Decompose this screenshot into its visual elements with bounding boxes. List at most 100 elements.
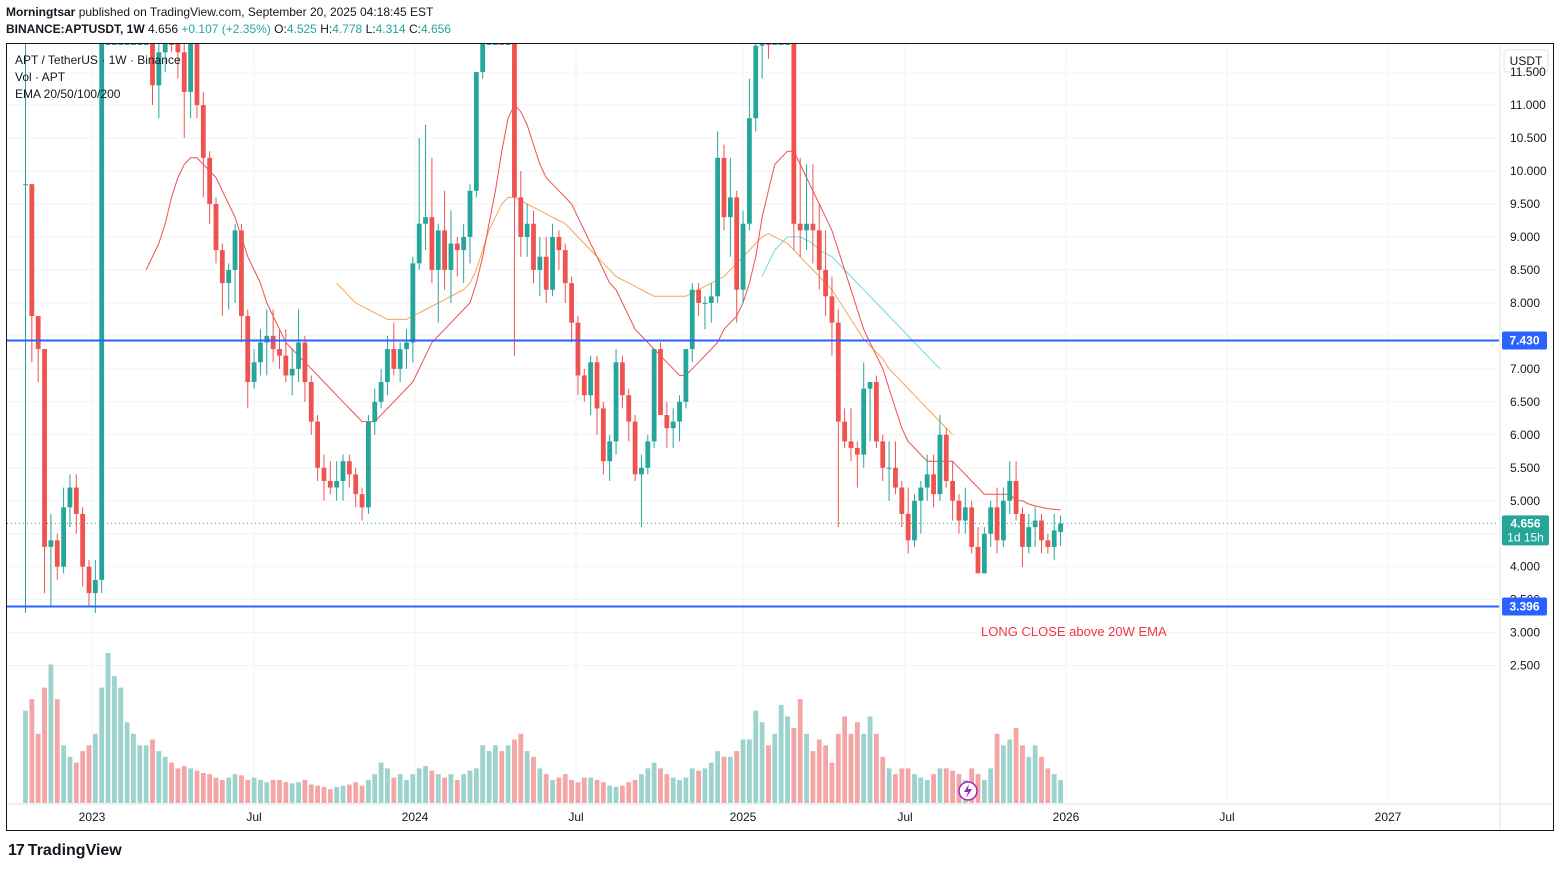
candle: [42, 349, 47, 594]
tradingview-logo[interactable]: 17 TradingView: [8, 842, 122, 860]
volume-bar: [823, 745, 828, 803]
volume-bar: [854, 722, 860, 803]
candle: [99, 44, 105, 594]
volume-bar: [918, 777, 924, 803]
volume-bar: [372, 774, 378, 803]
candle: [842, 408, 848, 448]
candle: [848, 408, 854, 462]
volume-bar: [905, 768, 911, 803]
candle: [404, 329, 409, 369]
volume-bar: [302, 779, 308, 803]
volume-bar: [531, 756, 536, 803]
candle: [378, 368, 384, 409]
volume-bar: [156, 751, 162, 803]
candle: [562, 243, 568, 303]
candle: [607, 434, 613, 481]
lightning-icon[interactable]: [958, 781, 978, 801]
candle: [696, 283, 701, 317]
candle: [702, 296, 708, 330]
close-value: 4.656: [420, 22, 451, 36]
volume-bar: [435, 774, 441, 803]
candle: [143, 44, 149, 45]
candle: [886, 441, 892, 501]
candle: [899, 480, 905, 528]
volume-bar: [702, 768, 708, 803]
candle: [861, 362, 867, 468]
candle: [289, 349, 295, 396]
candle: [797, 157, 803, 257]
candle: [512, 44, 517, 356]
low-label: L:: [365, 22, 376, 36]
volume-bar: [80, 751, 86, 803]
y-tick-label: 11.500: [1510, 65, 1546, 79]
volume-bar: [200, 773, 206, 803]
candle: [181, 44, 187, 139]
candle: [499, 44, 505, 45]
candle: [397, 342, 403, 383]
volume-bar: [639, 774, 644, 803]
candle: [1007, 461, 1013, 514]
volume-bar: [664, 774, 670, 803]
x-tick-label: Jul: [246, 810, 261, 824]
y-tick-label: 5.000: [1510, 494, 1540, 508]
candle: [226, 263, 232, 310]
candle: [80, 507, 86, 587]
candle: [943, 428, 949, 488]
candle: [258, 329, 263, 376]
candle: [429, 157, 435, 284]
annotation-text: LONG CLOSE above 20W EMA: [981, 624, 1167, 639]
candle: [48, 513, 54, 607]
candle: [200, 91, 206, 198]
candle: [105, 44, 111, 45]
candle: [708, 283, 714, 323]
volume-bar: [785, 716, 790, 803]
volume-bar: [334, 786, 340, 803]
candle: [785, 44, 790, 45]
volume-bar: [874, 733, 879, 803]
volume-bar: [1058, 779, 1063, 803]
candle: [689, 283, 695, 363]
candle: [410, 256, 416, 363]
volume-bar: [759, 722, 765, 803]
volume-bar: [54, 699, 60, 803]
x-tick-label: 2026: [1053, 810, 1080, 824]
candle: [740, 210, 746, 303]
y-tick-label: 2.500: [1510, 659, 1540, 673]
candle: [61, 487, 66, 574]
countdown-label: 1d 15h: [1507, 530, 1544, 544]
y-tick-label: 4.000: [1510, 560, 1540, 574]
candle: [372, 388, 378, 435]
symbol-name[interactable]: BINANCE:APTUSDT, 1W: [6, 22, 145, 36]
volume-bar: [67, 756, 73, 803]
volume-bar: [169, 762, 174, 803]
y-tick-label: 11.000: [1510, 98, 1546, 112]
volume-bar: [346, 784, 352, 803]
volume-bar: [162, 756, 168, 803]
candle: [124, 44, 130, 45]
candle: [86, 560, 92, 607]
legend-ema[interactable]: EMA 20/50/100/200: [15, 87, 121, 101]
author-name[interactable]: Morningtsar: [6, 5, 76, 19]
candle: [29, 184, 35, 363]
candle: [975, 527, 981, 574]
volume-bar: [594, 779, 600, 803]
legend-title[interactable]: APT / TetherUS · 1W · Binance: [15, 53, 181, 67]
candle: [664, 401, 670, 448]
volume-bar: [486, 751, 492, 803]
open-label: O:: [274, 22, 287, 36]
volume-bar: [696, 770, 701, 803]
candle: [632, 415, 638, 481]
candle: [137, 44, 143, 45]
last-price-tag: [1502, 515, 1549, 546]
legend-volume[interactable]: Vol · APT: [15, 70, 66, 84]
volume-bar: [778, 704, 784, 803]
hline-tag: [1502, 597, 1547, 616]
volume-bar: [429, 770, 435, 803]
volume-bar: [391, 777, 397, 803]
volume-bar: [124, 722, 130, 803]
candle: [67, 474, 73, 528]
volume-bar: [810, 751, 816, 803]
candle: [213, 197, 219, 264]
publisher-line: Morningtsar published on TradingView.com…: [6, 5, 433, 19]
